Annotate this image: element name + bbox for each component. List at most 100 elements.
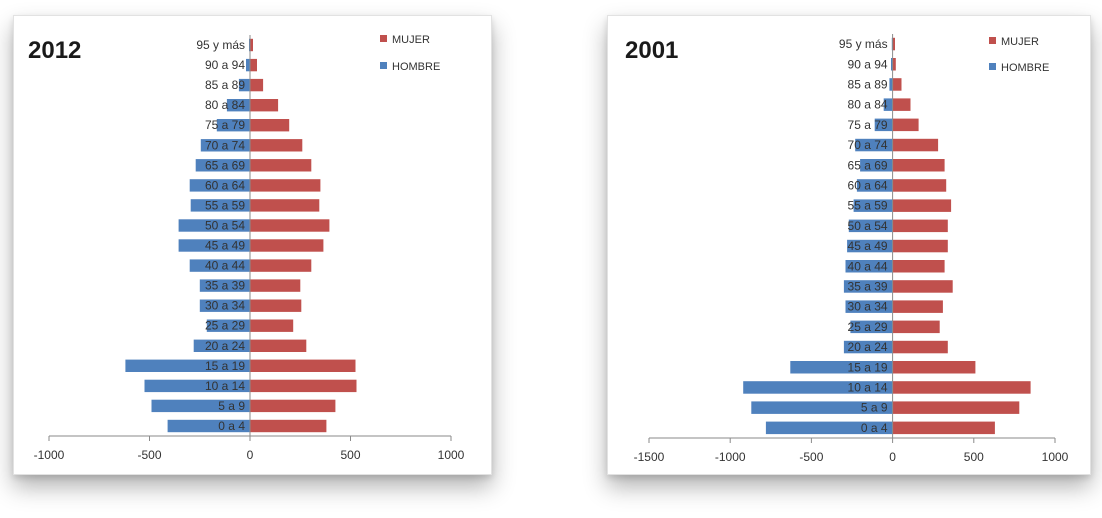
age-group-label: 50 a 54 <box>205 219 245 233</box>
bar-group <box>743 37 1031 435</box>
bar-hombre <box>226 99 250 112</box>
age-group-label: 10 a 14 <box>205 379 245 393</box>
age-group-label: 55 a 59 <box>848 199 888 213</box>
age-group-label: 45 a 49 <box>205 239 245 253</box>
bar-mujer <box>892 361 976 374</box>
bar-hombre <box>843 280 893 293</box>
bar-mujer <box>250 58 257 72</box>
age-group-label: 85 a 89 <box>205 78 245 92</box>
bar-mujer <box>892 58 896 71</box>
bar-mujer <box>892 219 948 233</box>
age-group-label: 95 y más <box>196 38 245 52</box>
bar-mujer <box>250 239 324 252</box>
bar-mujer <box>250 38 253 52</box>
bar-hombre <box>125 359 250 372</box>
bar-hombre <box>144 379 250 393</box>
x-tick-label: -500 <box>799 450 823 464</box>
age-group-label: 45 a 49 <box>848 239 888 253</box>
age-group-label: 0 a 4 <box>218 419 245 433</box>
age-group-label: 20 a 24 <box>848 340 888 354</box>
bar-hombre <box>856 179 893 192</box>
bar-mujer <box>250 119 290 132</box>
x-tick-label: 500 <box>964 450 984 464</box>
bar-mujer <box>250 359 356 372</box>
age-group-label: 65 a 69 <box>848 158 888 172</box>
legend-swatch-hombre <box>989 63 996 70</box>
bar-hombre <box>850 320 893 334</box>
legend-label-mujer: MUJER <box>1001 36 1039 48</box>
bar-mujer <box>250 339 307 352</box>
legend-swatch-mujer <box>380 35 387 42</box>
bar-hombre <box>743 381 893 394</box>
bar-hombre <box>765 421 893 435</box>
legend-swatch-hombre <box>380 62 387 69</box>
chart-panel-2012: 2012 MUJER HOMBRE -1000 -500 0 500 1000 0 a … <box>13 15 492 475</box>
bar-mujer <box>250 159 312 172</box>
bar-hombre <box>193 339 250 352</box>
age-group-label: 60 a 64 <box>205 178 245 192</box>
age-group-label: 25 a 29 <box>848 320 888 334</box>
age-group-label: 35 a 39 <box>205 279 245 293</box>
bar-mujer <box>892 401 1020 414</box>
age-group-label: 95 y más <box>839 37 888 51</box>
age-group-label: 50 a 54 <box>848 219 888 233</box>
bar-mujer <box>250 279 301 292</box>
x-tick-label: -500 <box>137 448 161 462</box>
x-tick-label: 1000 <box>438 448 465 462</box>
pyramid-chart-2012: 2012 MUJER HOMBRE -1000 -500 0 500 1000 0 a … <box>28 34 465 462</box>
bar-mujer <box>892 179 947 192</box>
bar-mujer <box>250 299 302 312</box>
bar-mujer <box>892 37 895 51</box>
age-group-label: 55 a 59 <box>205 198 245 212</box>
bar-hombre <box>178 239 250 252</box>
pyramid-chart-2001: 2001 MUJER HOMBRE -1500 -1000 -500 0 500 1000… <box>625 34 1069 464</box>
bar-mujer <box>892 320 940 334</box>
age-group-label: 15 a 19 <box>205 359 245 373</box>
bar-hombre <box>151 399 250 413</box>
age-group-label: 60 a 64 <box>848 179 888 193</box>
bar-mujer <box>892 159 945 172</box>
bar-hombre <box>874 118 893 132</box>
age-group-label: 35 a 39 <box>848 280 888 294</box>
bar-hombre <box>751 401 893 414</box>
bar-mujer <box>892 260 945 273</box>
age-group-label: 65 a 69 <box>205 158 245 172</box>
x-tick-label: 500 <box>340 448 360 462</box>
bar-mujer <box>250 78 264 92</box>
bar-hombre <box>189 259 250 272</box>
bar-mujer <box>250 399 336 413</box>
bar-mujer <box>250 139 303 152</box>
bar-hombre <box>845 260 893 273</box>
bar-hombre <box>891 58 893 71</box>
bar-hombre <box>190 199 250 212</box>
bar-mujer <box>892 421 995 435</box>
bar-mujer <box>892 239 948 253</box>
bar-mujer <box>892 340 948 354</box>
bar-hombre <box>199 279 251 292</box>
legend-swatch-mujer <box>989 37 996 44</box>
bar-mujer <box>892 381 1031 394</box>
bar-hombre <box>238 78 250 92</box>
x-tick-group: -1000 -500 0 500 1000 <box>34 436 465 462</box>
legend-label-hombre: HOMBRE <box>392 61 440 73</box>
bar-hombre <box>199 299 251 312</box>
bar-mujer <box>250 419 327 433</box>
bar-hombre <box>206 319 250 332</box>
x-tick-label: 0 <box>889 450 896 464</box>
age-group-label: 80 a 84 <box>205 98 245 112</box>
bar-hombre <box>848 219 893 233</box>
bar-mujer <box>892 138 939 152</box>
age-group-label: 10 a 14 <box>848 381 888 395</box>
bar-mujer <box>892 300 943 313</box>
bar-mujer <box>892 118 919 132</box>
bar-hombre <box>790 361 893 374</box>
age-group-label: 85 a 89 <box>848 78 888 92</box>
age-group-label: 0 a 4 <box>861 421 888 435</box>
bar-mujer <box>892 280 953 293</box>
bar-hombre <box>200 139 250 152</box>
age-label-group: 0 a 4 5 a 9 10 a 14 15 a 19 20 a 24 25 a 29 30… <box>839 37 888 435</box>
age-group-label: 70 a 74 <box>205 138 245 152</box>
age-group-label: 30 a 34 <box>848 300 888 314</box>
chart-title: 2001 <box>625 37 678 64</box>
x-tick-label: 0 <box>247 448 254 462</box>
